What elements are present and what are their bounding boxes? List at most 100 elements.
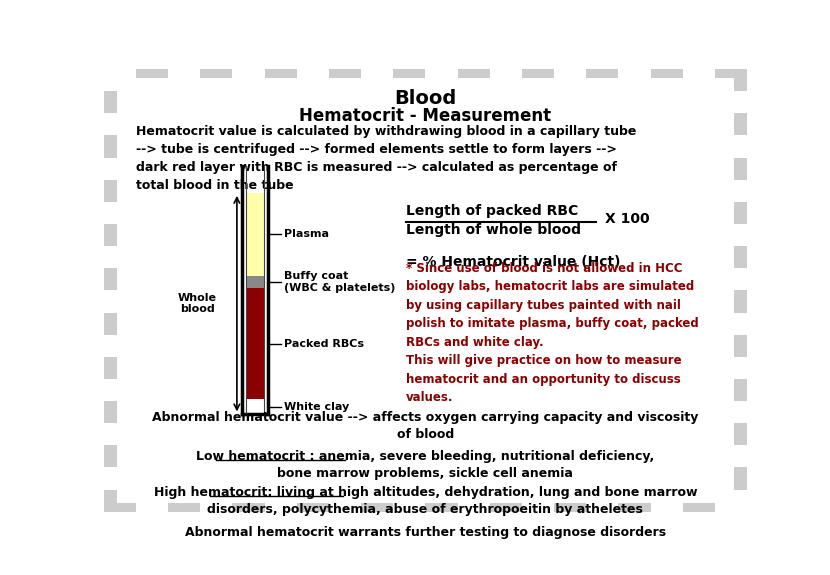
Bar [490,113,522,135]
Bar [232,423,265,445]
Bar [426,179,457,202]
Bar [329,69,361,91]
Bar [104,179,136,202]
Bar [104,224,136,246]
Bar [136,202,168,224]
Bar [168,423,200,445]
Bar [490,158,522,179]
Bar [586,401,618,423]
Bar [747,423,779,445]
Bar [457,224,490,246]
Bar [490,135,522,158]
Bar [426,423,457,445]
Bar [297,158,329,179]
Bar [779,401,812,423]
Bar [361,490,393,512]
Bar [682,179,715,202]
Bar [297,335,329,356]
Bar [426,246,457,268]
Bar [715,467,747,490]
Bar [297,313,329,335]
Bar [586,268,618,290]
Bar [457,467,490,490]
Bar [522,135,554,158]
Bar [168,490,200,512]
Bar [715,379,747,401]
Bar [265,290,297,313]
Bar [200,401,232,423]
Bar [651,158,683,179]
Bar [586,25,618,47]
Bar [200,113,232,135]
Bar [457,113,490,135]
Bar [682,379,715,401]
Bar [393,246,426,268]
Text: Length of whole blood: Length of whole blood [406,223,581,237]
Bar [682,202,715,224]
Bar [232,313,265,335]
Bar [779,202,812,224]
Bar [490,356,522,379]
Bar [779,445,812,467]
Bar [522,69,554,91]
Bar [232,25,265,47]
Bar [361,379,393,401]
Bar [200,379,232,401]
Bar [554,179,586,202]
Bar [265,490,297,512]
Bar [246,399,264,415]
Bar [522,490,554,512]
Bar [426,69,457,91]
Bar [232,268,265,290]
Bar [329,490,361,512]
Bar [136,467,168,490]
Bar [104,268,136,290]
Bar [554,467,586,490]
Bar [426,313,457,335]
Bar [522,246,554,268]
Bar [554,158,586,179]
Bar [168,47,200,69]
Bar [747,356,779,379]
Bar [715,179,747,202]
Bar [715,202,747,224]
Bar [457,356,490,379]
Bar [426,335,457,356]
Bar [393,313,426,335]
Bar [554,290,586,313]
Bar [426,224,457,246]
Bar [361,335,393,356]
Bar [200,313,232,335]
Bar [554,91,586,113]
Bar [779,290,812,313]
Bar [329,356,361,379]
Bar [554,268,586,290]
Bar [457,290,490,313]
Bar [747,290,779,313]
Bar [232,135,265,158]
Bar [426,113,457,135]
Bar [779,179,812,202]
Bar [779,91,812,113]
Bar [522,113,554,135]
Bar [104,202,136,224]
Bar [651,91,683,113]
Bar [651,490,683,512]
Bar [554,313,586,335]
Bar [490,246,522,268]
Bar [393,224,426,246]
Bar [104,379,136,401]
Bar [618,25,651,47]
Bar [265,224,297,246]
Bar [393,135,426,158]
Bar [618,268,651,290]
Bar [265,25,297,47]
Bar [618,113,651,135]
Bar [651,379,683,401]
Bar [246,276,264,288]
Bar [232,445,265,467]
Bar [265,158,297,179]
Bar [457,335,490,356]
Bar [457,268,490,290]
Bar [361,113,393,135]
